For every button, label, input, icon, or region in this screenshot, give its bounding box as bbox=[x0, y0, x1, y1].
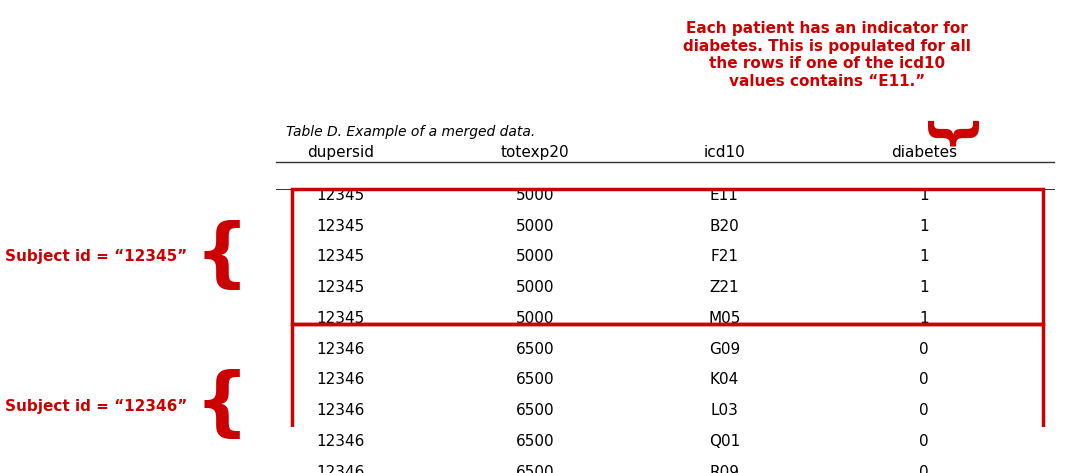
Text: 6500: 6500 bbox=[516, 403, 555, 418]
Text: 5000: 5000 bbox=[516, 249, 555, 264]
Text: 1: 1 bbox=[920, 249, 929, 264]
Text: F21: F21 bbox=[710, 249, 738, 264]
Text: 12345: 12345 bbox=[317, 311, 364, 326]
Text: dupersid: dupersid bbox=[307, 145, 374, 160]
Text: 0: 0 bbox=[920, 403, 929, 418]
Text: Table D. Example of a merged data.: Table D. Example of a merged data. bbox=[286, 125, 536, 139]
Text: Z21: Z21 bbox=[709, 280, 739, 295]
Text: icd10: icd10 bbox=[704, 145, 745, 160]
Text: {: { bbox=[195, 219, 249, 294]
Text: G09: G09 bbox=[709, 342, 739, 357]
Text: E11: E11 bbox=[710, 188, 738, 203]
Text: Each patient has an indicator for
diabetes. This is populated for all
the rows i: Each patient has an indicator for diabet… bbox=[683, 21, 971, 88]
Text: 12346: 12346 bbox=[317, 403, 364, 418]
Text: Subject id = “12346”: Subject id = “12346” bbox=[5, 399, 188, 414]
Text: 12345: 12345 bbox=[317, 219, 364, 234]
Text: 12345: 12345 bbox=[317, 249, 364, 264]
Text: 6500: 6500 bbox=[516, 464, 555, 473]
Text: R09: R09 bbox=[709, 464, 739, 473]
Text: 1: 1 bbox=[920, 311, 929, 326]
Text: 12346: 12346 bbox=[317, 464, 364, 473]
Bar bbox=[292, 324, 1043, 473]
Text: 0: 0 bbox=[920, 464, 929, 473]
Text: totexp20: totexp20 bbox=[501, 145, 570, 160]
Text: 5000: 5000 bbox=[516, 188, 555, 203]
Text: 12345: 12345 bbox=[317, 280, 364, 295]
Text: diabetes: diabetes bbox=[891, 145, 958, 160]
Text: 6500: 6500 bbox=[516, 372, 555, 387]
Text: 12346: 12346 bbox=[317, 434, 364, 449]
Text: 12346: 12346 bbox=[317, 342, 364, 357]
Bar bbox=[292, 189, 1043, 324]
Text: 5000: 5000 bbox=[516, 311, 555, 326]
Text: M05: M05 bbox=[708, 311, 740, 326]
Text: 1: 1 bbox=[920, 219, 929, 234]
Text: 12346: 12346 bbox=[317, 372, 364, 387]
Text: 1: 1 bbox=[920, 280, 929, 295]
Text: 5000: 5000 bbox=[516, 219, 555, 234]
Text: Q01: Q01 bbox=[709, 434, 739, 449]
Text: 5000: 5000 bbox=[516, 280, 555, 295]
Text: }: } bbox=[917, 119, 971, 158]
Text: 0: 0 bbox=[920, 342, 929, 357]
Text: 6500: 6500 bbox=[516, 434, 555, 449]
Text: B20: B20 bbox=[709, 219, 739, 234]
Text: 0: 0 bbox=[920, 372, 929, 387]
Text: L03: L03 bbox=[710, 403, 738, 418]
Text: 6500: 6500 bbox=[516, 342, 555, 357]
Text: K04: K04 bbox=[709, 372, 739, 387]
Text: Subject id = “12345”: Subject id = “12345” bbox=[5, 249, 188, 264]
Text: {: { bbox=[195, 369, 249, 444]
Text: 1: 1 bbox=[920, 188, 929, 203]
Text: 12345: 12345 bbox=[317, 188, 364, 203]
Text: 0: 0 bbox=[920, 434, 929, 449]
